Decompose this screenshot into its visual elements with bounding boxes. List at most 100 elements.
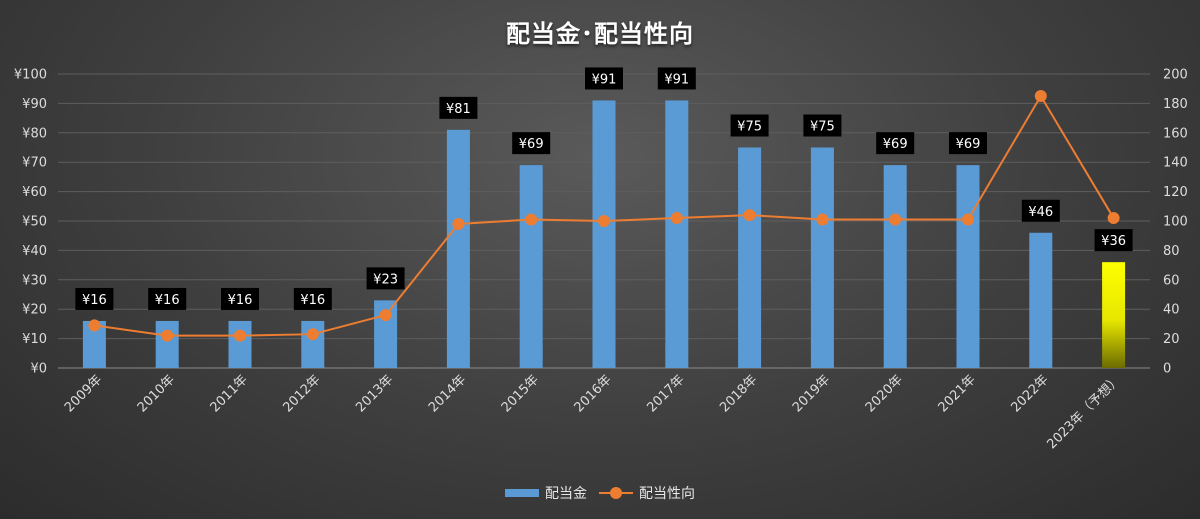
bar: [82, 320, 106, 368]
line-point: [1034, 90, 1047, 103]
left-axis-tick-label: ¥30: [22, 273, 47, 288]
x-axis-tick-label: 2022年: [1008, 372, 1051, 415]
data-label: ¥75: [737, 120, 762, 135]
x-axis-tick-label: 2023年（予想）: [1044, 372, 1125, 453]
legend-label-payout-ratio: 配当性向: [639, 486, 695, 502]
right-axis-tick-label: 120: [1163, 185, 1188, 200]
data-label-box: [221, 287, 259, 310]
data-label-box: [75, 287, 114, 310]
data-label-box: [439, 96, 478, 119]
data-label-box: [949, 132, 987, 155]
bar: [665, 100, 689, 369]
data-label: ¥81: [446, 102, 471, 117]
data-label: ¥16: [82, 293, 107, 308]
x-axis-tick-label: 2020年: [863, 372, 906, 415]
bar: [519, 165, 543, 368]
bar-forecast: [1102, 262, 1126, 368]
data-label-box: [1094, 229, 1133, 252]
data-label: ¥91: [592, 72, 617, 87]
bar: [301, 320, 325, 368]
data-label-box: [1021, 199, 1060, 222]
bar: [810, 147, 834, 368]
line-point: [670, 212, 683, 225]
left-axis-tick-label: ¥40: [22, 244, 47, 259]
line-point: [306, 328, 319, 341]
line-point: [962, 213, 974, 226]
left-axis-tick-label: ¥50: [22, 215, 47, 230]
line-point: [379, 309, 392, 322]
right-axis-tick-label: 20: [1163, 332, 1180, 347]
data-label-box: [293, 287, 332, 310]
x-axis-tick-label: 2012年: [280, 372, 323, 415]
x-axis-tick-label: 2009年: [62, 372, 105, 415]
data-label-box: [876, 132, 915, 155]
data-label: ¥69: [956, 137, 981, 152]
data-label: ¥36: [1101, 234, 1126, 249]
left-axis-tick-label: ¥20: [22, 303, 47, 318]
line-point: [525, 213, 538, 226]
x-axis-tick-label: 2014年: [426, 372, 469, 415]
line-point: [816, 213, 829, 226]
data-label: ¥16: [228, 293, 253, 308]
right-axis-tick-label: 200: [1163, 68, 1188, 83]
x-axis-tick-label: 2013年: [353, 372, 396, 415]
data-label-box: [657, 67, 696, 90]
x-axis-tick-label: 2016年: [572, 372, 615, 415]
line-point: [452, 217, 465, 230]
data-label-box: [366, 267, 405, 290]
line-point: [234, 329, 246, 342]
line-point: [743, 209, 756, 222]
legend-item-payout-ratio: 配当性向: [599, 483, 695, 503]
bar: [1029, 232, 1053, 368]
right-axis-tick-label: 100: [1163, 215, 1188, 230]
legend-swatch-bar: [505, 489, 539, 497]
data-label: ¥46: [1028, 205, 1053, 220]
x-axis-tick-label: 2011年: [208, 372, 251, 415]
line-point: [889, 213, 902, 226]
right-axis-tick-label: 160: [1163, 126, 1188, 141]
right-axis-tick-label: 60: [1163, 273, 1180, 288]
line-point: [88, 319, 101, 332]
line-point: [1107, 212, 1120, 225]
data-label: ¥91: [664, 72, 689, 87]
left-axis-tick-label: ¥60: [22, 185, 47, 200]
right-axis-tick-label: 40: [1163, 303, 1180, 318]
data-label-box: [730, 114, 769, 137]
legend-label-dividend: 配当金: [545, 486, 587, 502]
bar: [228, 320, 252, 368]
line-point: [161, 329, 174, 342]
left-axis-tick-label: ¥100: [14, 68, 47, 83]
x-axis-tick-label: 2021年: [936, 372, 979, 415]
right-axis-tick-label: 0: [1163, 362, 1171, 377]
left-axis-tick-label: ¥80: [22, 126, 47, 141]
data-label-box: [585, 67, 623, 90]
bar: [155, 320, 179, 368]
data-label-box: [148, 287, 187, 310]
bar: [738, 147, 762, 368]
bar: [956, 165, 980, 368]
line-point: [598, 215, 610, 227]
left-axis-tick-label: ¥10: [22, 332, 47, 347]
data-label-box: [803, 114, 842, 137]
left-axis-tick-label: ¥70: [22, 156, 47, 171]
data-label: ¥75: [810, 120, 835, 135]
right-axis-tick-label: 180: [1163, 97, 1188, 112]
data-label: ¥69: [519, 137, 544, 152]
legend-swatch-line: [599, 487, 633, 499]
left-axis-tick-label: ¥90: [22, 97, 47, 112]
x-axis-tick-label: 2018年: [717, 372, 760, 415]
legend-item-dividend: 配当金: [505, 483, 587, 503]
chart-title: 配当金･配当性向: [506, 20, 694, 48]
right-axis-tick-label: 140: [1163, 156, 1188, 171]
x-axis-tick-label: 2019年: [790, 372, 833, 415]
data-label: ¥16: [300, 293, 325, 308]
right-axis-tick-label: 80: [1163, 244, 1180, 259]
x-axis-tick-label: 2017年: [644, 372, 687, 415]
chart-legend: 配当金 配当性向: [0, 483, 1200, 503]
bar: [592, 100, 616, 369]
left-axis-tick-label: ¥0: [30, 362, 47, 377]
data-label: ¥69: [883, 137, 908, 152]
data-label: ¥16: [155, 293, 180, 308]
